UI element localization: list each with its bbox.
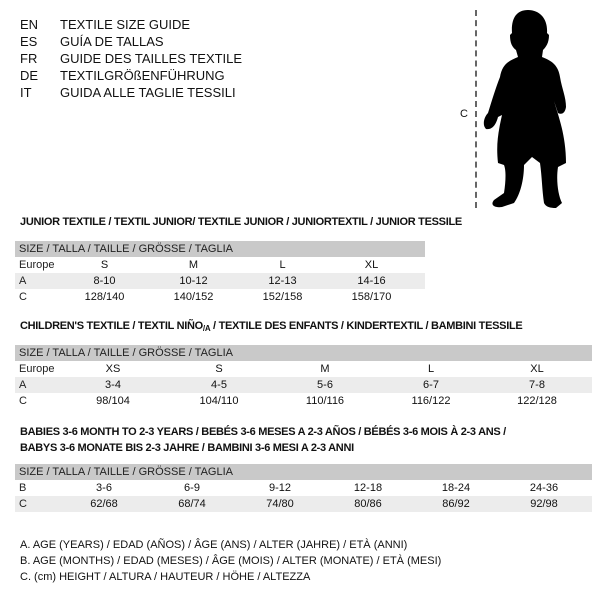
table-cell: 8-10 [93, 275, 116, 287]
height-measure-line [475, 10, 477, 208]
row-label: C [19, 395, 27, 407]
child-silhouette-icon [483, 10, 566, 208]
row-label: Europe [19, 259, 55, 271]
babies-size-table: SIZE / TALLA / TAILLE / GRÖSSE / TAGLIA … [15, 464, 592, 512]
table-cell: 104/110 [199, 395, 239, 407]
table-cell: 14-16 [357, 275, 386, 287]
table-cell: XS [105, 363, 121, 375]
table-cell: 128/140 [84, 291, 125, 303]
table-cell: 18-24 [441, 482, 471, 494]
row-label: A [19, 379, 27, 391]
table-cell: L [279, 259, 286, 271]
title-subscript: /A [202, 324, 211, 333]
lang-it: IT GUIDA ALLE TAGLIE TESSILI [20, 84, 236, 101]
title-text: / TEXTILE DES ENFANTS / KINDERTEXTIL / B… [210, 320, 523, 332]
lang-text: GUIDE DES TAILLES TEXTILE [60, 51, 243, 66]
lang-text: TEXTILE SIZE GUIDE [60, 17, 191, 32]
table-row: Europe S M L XL [15, 257, 425, 273]
title-text: CHILDREN'S TEXTILE / TEXTIL NIÑO [20, 320, 203, 332]
lang-text: GUÍA DE TALLAS [60, 34, 164, 49]
table-cell: 116/122 [411, 395, 451, 407]
table-cell: 24-36 [529, 482, 559, 494]
table-cell: XL [364, 259, 379, 271]
table-cell: 12-18 [353, 482, 383, 494]
lang-es: ES GUÍA DE TALLAS [20, 33, 164, 50]
junior-size-table: SIZE / TALLA / TAILLE / GRÖSSE / TAGLIA … [15, 241, 425, 305]
row-label: C [19, 291, 27, 303]
table-cell: 9-12 [268, 482, 292, 494]
lang-code: FR [20, 51, 38, 66]
table-cell: 4-5 [211, 379, 227, 391]
table-row: A 3-4 4-5 5-6 6-7 7-8 [15, 377, 592, 393]
table-cell: M [320, 363, 330, 375]
table-row: C 62/68 68/74 74/80 80/86 86/92 92/98 [15, 496, 592, 512]
height-label: C [460, 108, 468, 120]
table-cell: 74/80 [266, 498, 294, 510]
table-cell: S [215, 363, 223, 375]
table-cell: 80/86 [354, 498, 382, 510]
table-header: SIZE / TALLA / TAILLE / GRÖSSE / TAGLIA [15, 464, 592, 480]
table-cell: L [427, 363, 435, 375]
table-cell: 122/128 [517, 395, 557, 407]
table-cell: XL [530, 363, 544, 375]
table-header: SIZE / TALLA / TAILLE / GRÖSSE / TAGLIA [15, 241, 425, 257]
table-cell: 5-6 [317, 379, 333, 391]
children-section-title: CHILDREN'S TEXTILE / TEXTIL NIÑO/A / TEX… [20, 320, 523, 333]
table-cell: 92/98 [530, 498, 558, 510]
table-cell: 7-8 [529, 379, 545, 391]
table-cell: S [100, 259, 109, 271]
table-cell: 152/158 [262, 291, 303, 303]
table-row: Europe XS S M L XL [15, 361, 592, 377]
table-row: C 98/104 104/110 110/116 116/122 122/128 [15, 393, 592, 409]
legend-a: A. AGE (YEARS) / EDAD (AÑOS) / ÂGE (ANS)… [20, 539, 408, 551]
table-cell: 3-6 [96, 482, 112, 494]
legend-c: C. (cm) HEIGHT / ALTURA / HAUTEUR / HÖHE… [20, 571, 311, 583]
table-row: B 3-6 6-9 9-12 12-18 18-24 24-36 [15, 480, 592, 496]
legend-b: B. AGE (MONTHS) / EDAD (MESES) / ÂGE (MO… [20, 555, 442, 567]
table-cell: 140/152 [173, 291, 214, 303]
table-cell: 12-13 [268, 275, 297, 287]
table-cell: 98/104 [96, 395, 130, 407]
lang-code: ES [20, 34, 38, 49]
table-cell: 158/170 [351, 291, 392, 303]
junior-section-title: JUNIOR TEXTILE / TEXTIL JUNIOR/ TEXTILE … [20, 216, 462, 228]
table-cell: 110/116 [305, 395, 345, 407]
table-cell: 86/92 [442, 498, 470, 510]
children-size-table: SIZE / TALLA / TAILLE / GRÖSSE / TAGLIA … [15, 345, 592, 409]
table-cell: 3-4 [105, 379, 121, 391]
lang-text: GUIDA ALLE TAGLIE TESSILI [60, 85, 236, 100]
lang-code: EN [20, 17, 39, 32]
table-cell: 10-12 [179, 275, 208, 287]
table-cell: M [188, 259, 199, 271]
babies-section-title-line1: BABIES 3-6 MONTH TO 2-3 YEARS / BEBÉS 3-… [20, 426, 506, 438]
lang-en: EN TEXTILE SIZE GUIDE [20, 16, 190, 33]
table-row: C 128/140 140/152 152/158 158/170 [15, 289, 425, 305]
table-cell: 68/74 [178, 498, 206, 510]
lang-code: IT [20, 85, 32, 100]
lang-fr: FR GUIDE DES TAILLES TEXTILE [20, 50, 242, 67]
row-label: A [19, 275, 27, 287]
lang-de: DE TEXTILGRÖßENFÜHRUNG [20, 67, 225, 84]
babies-section-title-line2: BABYS 3-6 MONATE BIS 2-3 JAHRE / BAMBINI… [20, 442, 354, 454]
lang-text: TEXTILGRÖßENFÜHRUNG [60, 68, 225, 83]
row-label: Europe [19, 363, 55, 375]
table-cell: 6-7 [423, 379, 439, 391]
table-cell: 62/68 [90, 498, 118, 510]
table-header: SIZE / TALLA / TAILLE / GRÖSSE / TAGLIA [15, 345, 592, 361]
row-label: B [19, 482, 27, 494]
table-cell: 6-9 [184, 482, 200, 494]
lang-code: DE [20, 68, 39, 83]
row-label: C [19, 498, 27, 510]
table-row: A 8-10 10-12 12-13 14-16 [15, 273, 425, 289]
